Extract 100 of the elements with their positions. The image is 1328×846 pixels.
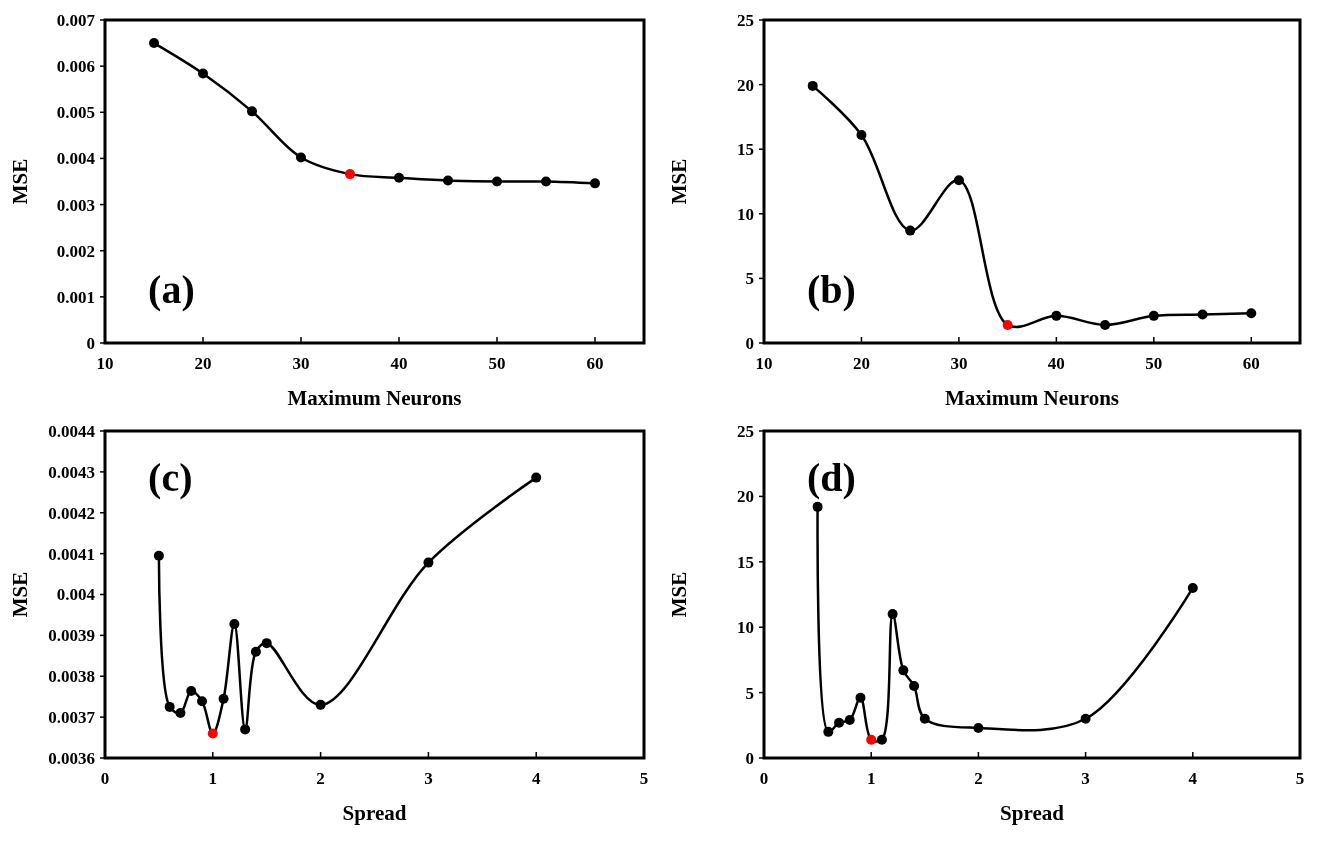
point bbox=[198, 68, 208, 79]
point bbox=[834, 717, 845, 728]
point bbox=[866, 734, 877, 745]
x-tick-label: 50 bbox=[1145, 354, 1163, 373]
x-tick-label: 1 bbox=[208, 769, 218, 788]
y-tick-label: 0.0039 bbox=[48, 626, 95, 646]
point bbox=[812, 501, 823, 512]
point bbox=[898, 665, 909, 676]
y-tick-label: 0.002 bbox=[56, 241, 95, 261]
point bbox=[1246, 308, 1257, 319]
y-tick-label: 15 bbox=[737, 140, 754, 160]
y-tick-label: 20 bbox=[737, 75, 754, 95]
annotation: (c) bbox=[148, 455, 193, 500]
y-tick-label: 20 bbox=[737, 487, 754, 507]
x-tick-label: 60 bbox=[1242, 354, 1260, 373]
point bbox=[218, 693, 229, 704]
point bbox=[905, 225, 916, 236]
y-tick-label: 0.006 bbox=[56, 57, 95, 77]
x-tick-label: 40 bbox=[1047, 354, 1065, 373]
x-tick-label: 60 bbox=[586, 354, 604, 373]
point bbox=[973, 722, 984, 733]
y-tick-label: 0.0036 bbox=[48, 748, 95, 768]
point bbox=[197, 696, 208, 707]
y-tick-label: 10 bbox=[737, 204, 754, 224]
x-tick-label: 1 bbox=[866, 769, 876, 788]
x-tick-label: 3 bbox=[424, 769, 433, 788]
point bbox=[1197, 309, 1208, 320]
point bbox=[531, 472, 542, 483]
point bbox=[164, 701, 175, 712]
x-tick-label: 5 bbox=[639, 769, 649, 788]
y-axis-title: MSE bbox=[8, 158, 32, 205]
point bbox=[1080, 713, 1091, 724]
x-axis-title: Maximum Neurons bbox=[287, 386, 462, 410]
x-tick-label: 2 bbox=[974, 769, 983, 788]
x-axis-title: Maximum Neurons bbox=[944, 386, 1120, 410]
point bbox=[175, 708, 186, 719]
x-tick-label: 40 bbox=[390, 354, 408, 373]
x-tick-label: 0 bbox=[100, 769, 110, 788]
y-tick-label: 5 bbox=[745, 683, 754, 703]
point bbox=[153, 550, 164, 561]
y-axis-title: MSE bbox=[667, 158, 691, 205]
point bbox=[541, 176, 551, 187]
y-axis-title: MSE bbox=[8, 571, 32, 618]
point bbox=[807, 80, 818, 91]
x-axis-title: Spread bbox=[342, 801, 407, 825]
point bbox=[855, 692, 866, 703]
y-tick-label: 0.007 bbox=[56, 10, 96, 30]
annotation: (d) bbox=[806, 455, 856, 500]
point bbox=[492, 176, 502, 187]
point bbox=[856, 129, 867, 140]
point bbox=[1187, 582, 1198, 593]
x-tick-label: 4 bbox=[1188, 769, 1198, 788]
x-tick-label: 20 bbox=[194, 354, 212, 373]
point bbox=[207, 728, 218, 739]
y-tick-label: 0.001 bbox=[56, 287, 95, 307]
y-tick-label: 0.003 bbox=[56, 195, 95, 215]
x-axis-title: Spread bbox=[1000, 801, 1065, 825]
y-tick-label: 0 bbox=[745, 333, 754, 353]
y-tick-label: 0 bbox=[86, 333, 95, 353]
point bbox=[186, 685, 197, 696]
x-tick-label: 0 bbox=[759, 769, 769, 788]
y-tick-label: 25 bbox=[737, 10, 754, 30]
y-tick-label: 0 bbox=[745, 748, 754, 768]
annotation: (b) bbox=[806, 267, 856, 312]
y-tick-label: 10 bbox=[737, 618, 754, 638]
y-tick-label: 5 bbox=[745, 269, 754, 289]
point bbox=[423, 557, 434, 568]
point bbox=[919, 713, 930, 724]
y-tick-label: 0.004 bbox=[56, 149, 96, 169]
point bbox=[247, 106, 257, 117]
point bbox=[149, 38, 159, 49]
point bbox=[590, 178, 600, 189]
point bbox=[1100, 319, 1111, 330]
x-tick-label: 10 bbox=[96, 354, 114, 373]
x-tick-label: 4 bbox=[531, 769, 541, 788]
point bbox=[250, 646, 261, 657]
point bbox=[876, 734, 887, 745]
x-tick-label: 30 bbox=[292, 354, 310, 373]
y-tick-label: 0.0044 bbox=[48, 421, 96, 441]
y-tick-label: 0.005 bbox=[56, 103, 95, 123]
x-tick-label: 2 bbox=[316, 769, 325, 788]
point bbox=[887, 609, 898, 620]
y-tick-label: 0.0037 bbox=[48, 708, 96, 728]
point bbox=[345, 169, 355, 180]
point bbox=[844, 715, 855, 726]
y-tick-label: 0.0038 bbox=[48, 667, 95, 687]
point bbox=[296, 152, 306, 163]
x-tick-label: 30 bbox=[950, 354, 968, 373]
point bbox=[315, 699, 326, 710]
x-tick-label: 20 bbox=[852, 354, 870, 373]
point bbox=[394, 172, 404, 183]
point bbox=[1002, 319, 1013, 330]
y-axis-title: MSE bbox=[667, 571, 691, 618]
point bbox=[261, 638, 272, 649]
y-tick-label: 0.0042 bbox=[48, 503, 95, 523]
x-tick-label: 50 bbox=[488, 354, 506, 373]
y-tick-label: 0.0043 bbox=[48, 462, 95, 482]
point bbox=[1051, 310, 1062, 321]
point bbox=[953, 175, 964, 186]
y-tick-label: 15 bbox=[737, 552, 754, 572]
